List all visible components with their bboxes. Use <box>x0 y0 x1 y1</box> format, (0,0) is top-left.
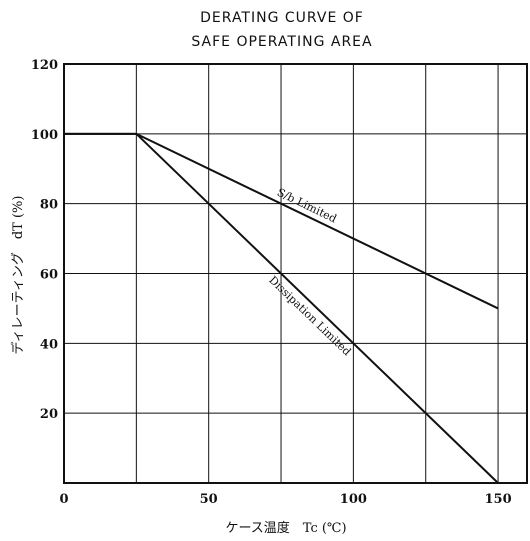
y-tick-label-100: 100 <box>31 128 58 143</box>
plot-frame <box>63 63 528 484</box>
x-axis-label: ケース温度 Tc (℃) <box>225 520 346 536</box>
x-tick-label-50: 50 <box>200 492 218 507</box>
grid <box>64 64 527 483</box>
y-tick-label-120: 120 <box>31 58 58 73</box>
series-line-2 <box>64 132 499 484</box>
x-tick-label-0: 0 <box>59 492 68 507</box>
y-tick-label-40: 40 <box>40 337 58 352</box>
y-axis-label: ディレーティング dT (%) <box>10 196 26 355</box>
series-label-2: Dissipation Limited <box>266 274 353 359</box>
series-lines <box>64 132 499 484</box>
chart-title: DERATING CURVE OF <box>200 10 364 26</box>
y-tick-label-80: 80 <box>40 198 58 213</box>
x-tick-label-150: 150 <box>484 492 511 507</box>
y-tick-label-60: 60 <box>40 268 58 283</box>
y-tick-label-20: 20 <box>40 407 58 422</box>
x-tick-label-100: 100 <box>340 492 367 507</box>
tick-labels: 20 40 60 80 100 120 0 50 100 150 <box>31 58 512 507</box>
chart-subtitle: SAFE OPERATING AREA <box>191 34 372 50</box>
